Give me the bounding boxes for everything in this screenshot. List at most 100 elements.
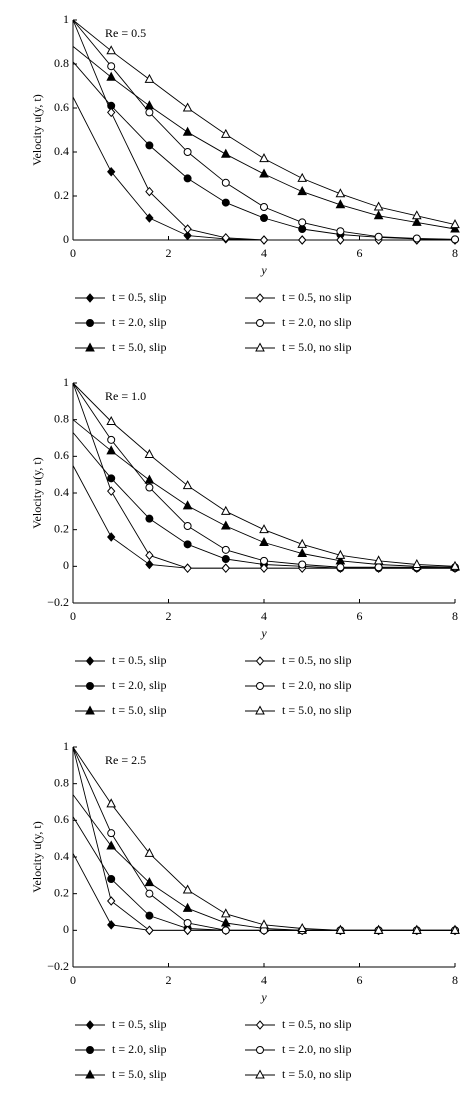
point xyxy=(450,924,460,934)
x-tick-label: 0 xyxy=(70,246,76,260)
x-axis-label: y xyxy=(260,990,267,1004)
point xyxy=(145,514,154,523)
point xyxy=(412,234,421,243)
legend-marker xyxy=(255,342,265,352)
point xyxy=(220,908,231,918)
legend-label: t = 0.5, no slip xyxy=(282,290,351,304)
panel: 0 0.2 0.4 0.6 0.8 1 0 2 4 6 8 y Velocity u(y, t) Re =… xyxy=(30,12,460,354)
y-tick-label: 0.6 xyxy=(54,100,69,114)
y-axis-label: Velocity u(y, t) xyxy=(30,821,44,893)
point xyxy=(259,919,269,929)
annotation: Re = 2.5 xyxy=(105,753,146,767)
point xyxy=(144,847,155,857)
point xyxy=(145,550,154,561)
legend-label: t = 0.5, slip xyxy=(112,1017,166,1031)
point xyxy=(145,186,154,197)
point xyxy=(145,213,154,223)
y-tick-label: 1 xyxy=(63,375,69,389)
point xyxy=(297,538,308,548)
x-tick-label: 4 xyxy=(261,246,267,260)
point xyxy=(106,71,117,81)
point xyxy=(221,563,230,573)
point xyxy=(411,210,422,220)
point xyxy=(298,218,307,227)
point xyxy=(107,486,116,496)
y-tick-label: 0.2 xyxy=(54,885,69,899)
legend-label: t = 5.0, slip xyxy=(112,703,166,717)
y-tick-label: −0.2 xyxy=(47,595,69,609)
point xyxy=(298,235,307,245)
point xyxy=(411,558,422,568)
point xyxy=(220,148,231,158)
point xyxy=(182,902,193,912)
point xyxy=(145,483,154,492)
x-axis-label: y xyxy=(260,263,267,277)
y-tick-label: 0.2 xyxy=(54,521,69,535)
x-tick-label: 2 xyxy=(166,609,172,623)
legend-marker xyxy=(255,1020,265,1030)
point xyxy=(107,474,116,483)
point xyxy=(259,563,269,573)
y-tick-label: 0.4 xyxy=(54,485,69,499)
point xyxy=(145,925,154,936)
point xyxy=(145,911,154,920)
point xyxy=(221,178,230,187)
point xyxy=(183,563,192,573)
point xyxy=(182,500,193,510)
point xyxy=(259,153,269,163)
point xyxy=(144,877,155,887)
point xyxy=(220,128,231,138)
point xyxy=(144,448,155,458)
legend-label: t = 2.0, slip xyxy=(112,1042,166,1056)
legend-label: t = 0.5, no slip xyxy=(282,1017,351,1031)
annotation: Re = 1.0 xyxy=(105,389,146,403)
point xyxy=(450,560,460,570)
series-line xyxy=(72,61,456,241)
point xyxy=(106,445,117,455)
point xyxy=(336,563,345,572)
point xyxy=(145,141,154,150)
y-tick-label: 0.4 xyxy=(54,144,69,158)
series-line xyxy=(72,746,455,931)
series-line xyxy=(72,19,456,226)
point xyxy=(411,924,422,934)
legend-marker xyxy=(255,293,265,303)
y-axis-label: Velocity u(y, t) xyxy=(30,457,44,529)
point xyxy=(298,560,307,569)
legend-label: t = 5.0, slip xyxy=(112,1067,166,1081)
y-tick-label: 1 xyxy=(63,12,69,26)
series-line xyxy=(72,465,455,569)
legend-marker xyxy=(85,1069,95,1079)
legend-marker xyxy=(256,1046,264,1054)
legend-marker xyxy=(255,705,265,715)
point xyxy=(450,219,460,229)
point xyxy=(183,522,192,530)
point xyxy=(182,126,193,136)
x-tick-label: 4 xyxy=(261,973,267,987)
legend-marker xyxy=(256,682,264,690)
point xyxy=(298,225,307,233)
point xyxy=(145,108,154,117)
legend-label: t = 0.5, slip xyxy=(112,653,166,667)
point xyxy=(336,235,345,245)
point xyxy=(260,214,268,222)
point xyxy=(335,549,346,559)
point xyxy=(144,73,155,83)
y-tick-label: 0 xyxy=(63,232,69,246)
series-line xyxy=(72,746,455,931)
point xyxy=(220,520,231,530)
y-tick-label: 1 xyxy=(63,739,69,753)
point xyxy=(182,102,193,112)
point xyxy=(144,474,155,484)
point xyxy=(107,435,116,444)
point xyxy=(183,919,192,927)
point xyxy=(183,925,192,936)
legend-label: t = 2.0, slip xyxy=(112,315,166,329)
x-tick-label: 0 xyxy=(70,609,76,623)
y-tick-label: 0.8 xyxy=(54,411,69,425)
point xyxy=(107,107,116,118)
point xyxy=(183,148,192,156)
legend-marker xyxy=(256,319,264,327)
legend-label: t = 5.0, no slip xyxy=(282,340,351,354)
